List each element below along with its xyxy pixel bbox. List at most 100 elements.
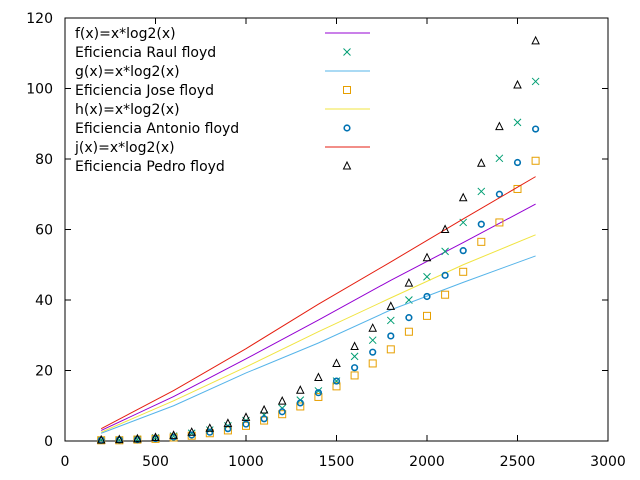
point-5-15	[369, 348, 377, 356]
legend-swatch-7	[342, 160, 352, 170]
point-3-15	[368, 359, 377, 368]
point-3-22	[495, 218, 504, 227]
y-tick-label-3: 60	[35, 223, 53, 239]
y-tick-label-1: 20	[35, 364, 53, 380]
series-7	[96, 35, 540, 444]
point-1-23	[513, 118, 522, 127]
point-3-21	[477, 237, 486, 246]
point-5-7	[224, 425, 232, 433]
x-tick-label-5: 2500	[500, 454, 536, 470]
point-1-24	[531, 77, 540, 86]
point-7-2	[133, 433, 142, 443]
legend-label-2: g(x)=x*log2(x)	[75, 64, 180, 80]
series-line-6	[100, 176, 536, 430]
y-tick-label-2: 40	[35, 293, 53, 309]
point-5-19	[441, 271, 449, 279]
point-5-16	[387, 332, 395, 340]
point-5-18	[423, 292, 431, 301]
point-7-24	[531, 35, 540, 45]
x-tick-label-3: 1500	[319, 454, 355, 470]
point-7-23	[513, 79, 522, 89]
y-axis: 0 20 40 60 80 100 120	[26, 11, 608, 450]
point-7-18	[422, 252, 432, 262]
point-7-10	[277, 396, 287, 405]
series-6	[100, 176, 536, 430]
point-3-24	[531, 156, 540, 165]
legend-label-3: Eficiencia Jose floyd	[75, 83, 214, 99]
point-7-15	[368, 323, 378, 332]
point-5-6	[206, 428, 214, 436]
legend-label-5: Eficiencia Antonio floyd	[75, 121, 239, 137]
point-3-12	[314, 392, 323, 401]
x-tick-label-1: 500	[142, 454, 169, 470]
series-line-4	[101, 234, 536, 433]
point-7-19	[440, 224, 450, 233]
legend-swatch-1	[343, 48, 351, 56]
point-7-13	[332, 358, 341, 367]
legend-swatch-3	[343, 86, 351, 94]
point-7-5	[187, 427, 197, 436]
point-7-16	[386, 301, 396, 310]
point-5-22	[495, 190, 504, 198]
point-7-21	[476, 158, 486, 167]
point-1-14	[350, 352, 359, 361]
point-1-21	[477, 187, 486, 196]
point-1-15	[368, 336, 377, 345]
point-3-11	[296, 402, 305, 411]
point-5-23	[513, 158, 522, 167]
y-tick-label-6: 120	[26, 11, 53, 27]
series-line-0	[100, 203, 536, 431]
point-3-10	[278, 410, 287, 419]
x-tick-label-6: 3000	[590, 454, 626, 470]
legend-swatch-5	[343, 124, 351, 132]
x-tick-label-2: 1000	[228, 454, 264, 470]
point-3-18	[423, 311, 431, 320]
point-7-14	[350, 341, 359, 351]
point-7-8	[241, 412, 251, 421]
point-7-17	[404, 277, 414, 287]
point-5-20	[459, 247, 467, 255]
legend-label-4: h(x)=x*log2(x)	[75, 102, 180, 118]
point-3-14	[350, 371, 359, 380]
point-3-9	[260, 416, 269, 425]
point-3-19	[441, 290, 450, 299]
x-tick-label-4: 2000	[409, 454, 445, 470]
point-7-9	[259, 404, 269, 414]
series-2	[101, 255, 536, 434]
point-5-11	[296, 399, 304, 407]
point-7-4	[169, 430, 178, 439]
legend-label-6: j(x)=x*log2(x)	[74, 140, 175, 156]
legend-label-7: Eficiencia Pedro floyd	[75, 159, 225, 175]
point-5-9	[260, 415, 268, 423]
point-7-0	[96, 434, 106, 444]
point-3-8	[242, 421, 250, 430]
series-0	[100, 203, 536, 431]
point-7-3	[151, 432, 160, 441]
x-axis: 0 500 1000 1500 2000 2500 3000	[61, 18, 626, 470]
point-7-20	[458, 192, 468, 202]
point-7-12	[314, 372, 323, 382]
x-tick-label-0: 0	[61, 454, 70, 470]
point-3-20	[459, 267, 468, 276]
point-5-10	[278, 408, 286, 416]
point-3-13	[332, 382, 341, 391]
point-5-17	[405, 314, 413, 322]
point-5-21	[477, 220, 485, 228]
legend-label-1: Eficiencia Raul floyd	[75, 45, 216, 61]
point-5-12	[314, 389, 323, 397]
legend: f(x)=x*log2(x) Eficiencia Raul floyd g(x)=…	[74, 26, 370, 175]
point-7-22	[495, 121, 504, 131]
point-1-18	[423, 272, 431, 281]
point-1-22	[495, 154, 504, 163]
y-tick-label-0: 0	[44, 434, 53, 450]
point-1-19	[441, 247, 449, 256]
point-3-7	[223, 426, 232, 435]
y-tick-label-5: 100	[26, 82, 53, 98]
point-3-17	[404, 327, 413, 336]
point-5-14	[351, 364, 359, 372]
y-tick-label-4: 80	[35, 152, 53, 168]
series-4	[101, 234, 536, 433]
legend-label-0: f(x)=x*log2(x)	[75, 26, 176, 42]
point-7-11	[295, 385, 305, 394]
